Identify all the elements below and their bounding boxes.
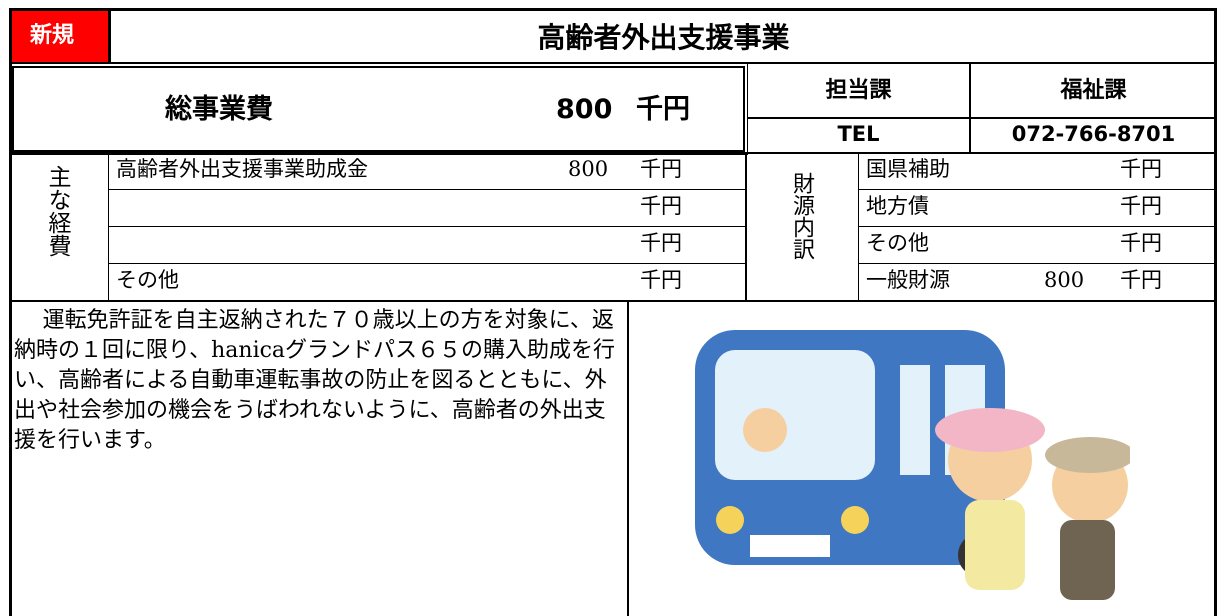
rule: [108, 226, 745, 227]
dept-label: 担当課: [825, 78, 892, 103]
expense-name: 高齢者外出支援事業助成金: [116, 157, 368, 181]
expense-unit: 千円: [640, 157, 682, 181]
plate: [750, 535, 830, 557]
woman-body: [965, 500, 1025, 590]
funding-amount: 800: [1044, 268, 1085, 292]
expense-unit: 千円: [640, 194, 682, 218]
rule: [12, 62, 1216, 64]
tel: 072-766-8701: [1011, 122, 1176, 146]
outer-border: [9, 8, 1217, 616]
rule: [745, 152, 747, 300]
rule: [108, 11, 111, 62]
tel-label: TEL: [837, 122, 880, 146]
headlight: [716, 506, 744, 534]
rule: [627, 300, 629, 616]
badge-bg: [12, 11, 108, 62]
total-box: [9, 63, 748, 155]
total-unit: 千円: [636, 94, 690, 125]
total-amount: 800: [556, 94, 613, 125]
man-hat: [1045, 437, 1130, 473]
headlight: [841, 506, 869, 534]
rule: [12, 152, 1216, 154]
rule: [858, 226, 1216, 227]
funding-unit: 千円: [1120, 268, 1162, 292]
bus-illustration: [695, 330, 1130, 600]
expenses-label: 主な経費: [44, 165, 70, 257]
bus-windshield: [715, 350, 875, 480]
funding-unit: 千円: [1120, 157, 1162, 181]
title: 高齢者外出支援事業: [537, 21, 790, 54]
rule: [108, 189, 745, 190]
funding-name: その他: [866, 231, 929, 255]
funding-label: 財源内訳: [789, 172, 814, 260]
man-body: [1060, 520, 1115, 600]
rule: [858, 263, 1216, 264]
woman-hat: [935, 408, 1045, 452]
expense-unit: 千円: [640, 231, 682, 255]
rule: [108, 263, 745, 264]
rule: [748, 117, 1216, 119]
funding-name: 国県補助: [866, 157, 950, 181]
expense-unit: 千円: [640, 268, 682, 292]
expense-amount: 800: [568, 157, 609, 181]
bus-door: [900, 365, 930, 475]
funding-unit: 千円: [1120, 231, 1162, 255]
rule: [969, 64, 971, 152]
rule: [12, 300, 1216, 302]
funding-name: 一般財源: [866, 268, 950, 292]
dept-name: 福祉課: [1060, 78, 1127, 103]
funding-name: 地方債: [866, 194, 929, 218]
funding-unit: 千円: [1120, 194, 1162, 218]
total-label: 総事業費: [165, 94, 273, 125]
rule: [858, 189, 1216, 190]
driver: [743, 408, 787, 452]
description: 運転免許証を自主返納された７０歳以上の方を対象に、返納時の１回に限り、hanic…: [14, 308, 616, 453]
expense-name: その他: [116, 268, 179, 292]
badge: 新規: [30, 23, 75, 48]
